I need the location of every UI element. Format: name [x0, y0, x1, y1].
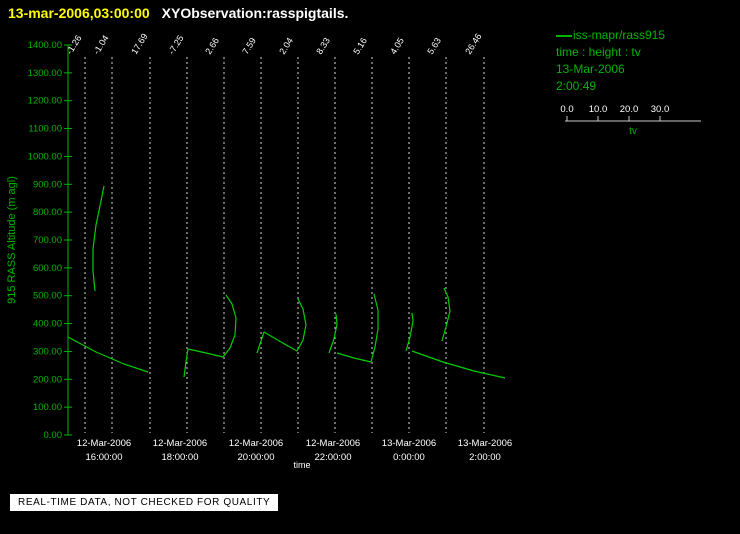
- profile-value-label: 2.04: [277, 36, 295, 56]
- profile-value-label: 17.69: [129, 32, 149, 56]
- quality-banner-text: REAL-TIME DATA, NOT CHECKED FOR QUALITY: [18, 497, 271, 508]
- x-tick-date: 13-Mar-2006: [382, 438, 436, 449]
- y-tick-label: 100.00: [33, 402, 62, 413]
- rass-profile-trace: [328, 313, 338, 354]
- x-tick-date: 12-Mar-2006: [306, 438, 360, 449]
- x-tick-time: 22:00:00: [315, 452, 352, 463]
- y-tick-label: 400.00: [33, 319, 62, 330]
- legend-axis-tick-label: 30.0: [651, 104, 670, 115]
- x-tick-date: 12-Mar-2006: [77, 438, 131, 449]
- rass-profile-trace: [411, 350, 506, 379]
- legend-date: 13-Mar-2006: [556, 62, 625, 76]
- profile-value-label: -1.26: [64, 33, 83, 56]
- legend-line-swatch: [556, 34, 572, 37]
- profile-value-label: -1.04: [91, 33, 110, 56]
- profile-value-label: 7.59: [240, 36, 258, 56]
- rass-profile-trace: [187, 348, 224, 358]
- x-tick-date: 13-Mar-2006: [458, 438, 512, 449]
- x-tick-time: 2:00:00: [469, 452, 501, 463]
- legend-series-label: iss-mapr/rass915: [573, 28, 666, 42]
- profile-value-label: 5.16: [351, 36, 369, 56]
- y-tick-label: 700.00: [33, 235, 62, 246]
- legend-time: 2:00:49: [556, 79, 597, 93]
- profile-value-label: 26.46: [463, 32, 483, 56]
- rass-profile-trace: [256, 331, 265, 354]
- profile-value-label: 5.63: [425, 36, 443, 56]
- rass-profile-trace: [67, 336, 149, 373]
- title-timestamp: 13-mar-2006,03:00:00: [8, 5, 150, 21]
- y-tick-label: 1100.00: [28, 124, 62, 135]
- y-tick-label: 1300.00: [28, 68, 62, 79]
- x-tick-time: 16:00:00: [86, 452, 123, 463]
- rass-profile-trace: [441, 287, 451, 342]
- profile-value-label: 8.33: [314, 36, 332, 56]
- y-tick-label: 800.00: [33, 207, 62, 218]
- page-title: XYObservation:rasspigtails.: [161, 5, 349, 21]
- y-tick-label: 600.00: [33, 263, 62, 274]
- profile-value-label: 2.66: [203, 36, 221, 56]
- x-tick-time: 18:00:00: [162, 452, 199, 463]
- y-tick-label: 1400.00: [28, 40, 62, 51]
- rass-profile-trace: [183, 348, 189, 378]
- x-tick-date: 12-Mar-2006: [229, 438, 283, 449]
- quality-banner: REAL-TIME DATA, NOT CHECKED FOR QUALITY: [10, 494, 279, 511]
- legend-series-row: iss-mapr/rass915: [556, 27, 665, 44]
- rass-profile-trace: [263, 331, 298, 352]
- legend-axis-tick-label: 0.0: [560, 104, 573, 115]
- rass-profile-trace: [405, 312, 414, 352]
- y-tick-label: 1000.00: [28, 151, 62, 162]
- legend-axis-title: tv: [629, 126, 637, 137]
- legend-axis-tick-label: 20.0: [620, 104, 639, 115]
- y-tick-label: 1200.00: [28, 96, 62, 107]
- y-tick-label: 500.00: [33, 291, 62, 302]
- profile-value-label: 4.05: [388, 36, 406, 56]
- rass-profile-trace: [222, 294, 237, 358]
- rass-profile-trace: [370, 293, 379, 363]
- window-title-bar: 13-mar-2006,03:00:00 XYObservation:rasspi…: [8, 5, 348, 21]
- legend: iss-mapr/rass915 time : height : tv 13-M…: [556, 27, 665, 95]
- x-tick-time: 0:00:00: [393, 452, 425, 463]
- x-tick-time: 20:00:00: [238, 452, 275, 463]
- rass-profile-trace: [336, 352, 372, 363]
- x-tick-date: 12-Mar-2006: [153, 438, 207, 449]
- rass-profile-trace: [92, 185, 105, 292]
- y-tick-label: 0.00: [44, 430, 63, 441]
- rass-profile-trace: [296, 298, 307, 352]
- legend-fields-label: time : height : tv: [556, 45, 641, 59]
- legend-axis-tick-label: 10.0: [589, 104, 608, 115]
- y-tick-label: 200.00: [33, 374, 62, 385]
- profile-value-label: -7.25: [166, 33, 185, 56]
- y-axis-title: 915 RASS Altitude (m agl): [6, 176, 18, 304]
- y-tick-label: 300.00: [33, 346, 62, 357]
- x-axis-title: time: [293, 460, 310, 470]
- y-tick-label: 900.00: [33, 179, 62, 190]
